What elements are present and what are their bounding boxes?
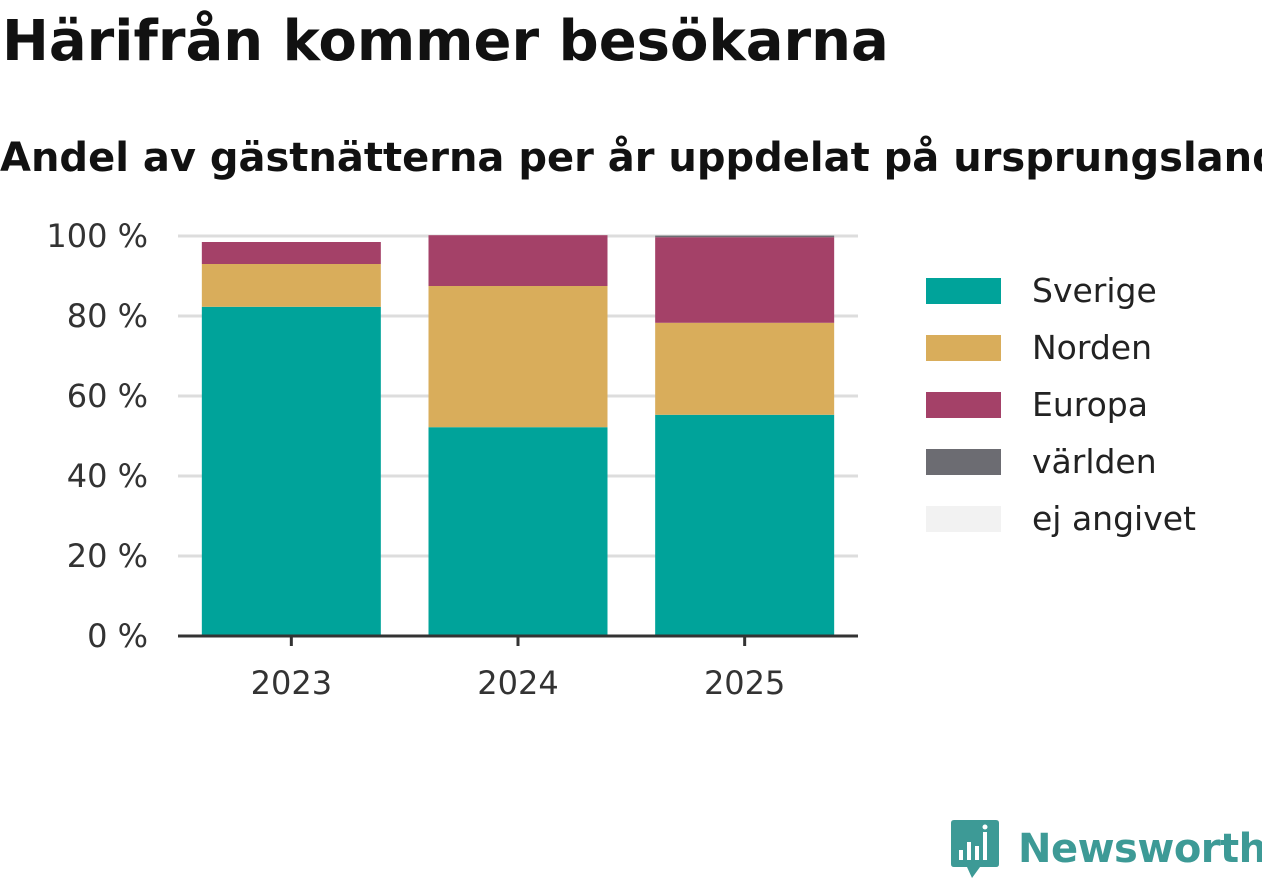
chart-legend: Sverige Norden Europa världen ej angivet xyxy=(926,262,1196,547)
legend-label: Europa xyxy=(1032,385,1148,424)
legend-swatch xyxy=(926,277,1001,304)
legend-label: Sverige xyxy=(1032,271,1157,310)
y-tick-label: 20 % xyxy=(67,537,148,575)
chart-subtitle: Andel av gästnätterna per år uppdelat på… xyxy=(0,135,1262,181)
legend-label: ej angivet xyxy=(1032,499,1196,538)
y-tick-label: 0 % xyxy=(87,617,148,655)
legend-label: Norden xyxy=(1032,328,1153,367)
chart-title: Härifrån kommer besökarna xyxy=(2,9,889,74)
bar-segment xyxy=(428,286,608,428)
y-tick-label: 100 % xyxy=(46,217,148,255)
x-tick-label: 2025 xyxy=(704,664,785,702)
legend-swatch xyxy=(926,391,1001,418)
bar-segment xyxy=(428,235,608,286)
legend-label: världen xyxy=(1032,442,1157,481)
legend-item: världen xyxy=(926,433,1196,490)
bars xyxy=(201,235,835,636)
legend-swatch xyxy=(926,448,1001,475)
y-tick-label: 80 % xyxy=(67,297,148,335)
y-tick-label: 40 % xyxy=(67,457,148,495)
bar-segment xyxy=(655,322,835,415)
legend-item: Norden xyxy=(926,319,1196,376)
x-tick-label: 2023 xyxy=(251,664,332,702)
y-tick-label: 60 % xyxy=(67,377,148,415)
legend-item: ej angivet xyxy=(926,490,1196,547)
bar-segment xyxy=(201,242,381,264)
brand: Newsworthy xyxy=(950,818,1262,880)
legend-item: Sverige xyxy=(926,262,1196,319)
x-tick-label: 2024 xyxy=(477,664,558,702)
bar-segment xyxy=(201,306,381,636)
bar-segment xyxy=(428,427,608,636)
legend-swatch xyxy=(926,505,1001,532)
bar-segment xyxy=(655,237,835,323)
legend-item: Europa xyxy=(926,376,1196,433)
newsworthy-logo-icon xyxy=(951,820,999,878)
bar-segment xyxy=(655,235,835,238)
legend-swatch xyxy=(926,334,1001,361)
axes: 0 % 20 % 40 % 60 % 80 % 100 % 2023 2024 2025 xyxy=(46,217,858,702)
bar-segment xyxy=(201,264,381,307)
brand-name: Newsworthy xyxy=(1018,826,1262,872)
bar-segment xyxy=(655,414,835,636)
